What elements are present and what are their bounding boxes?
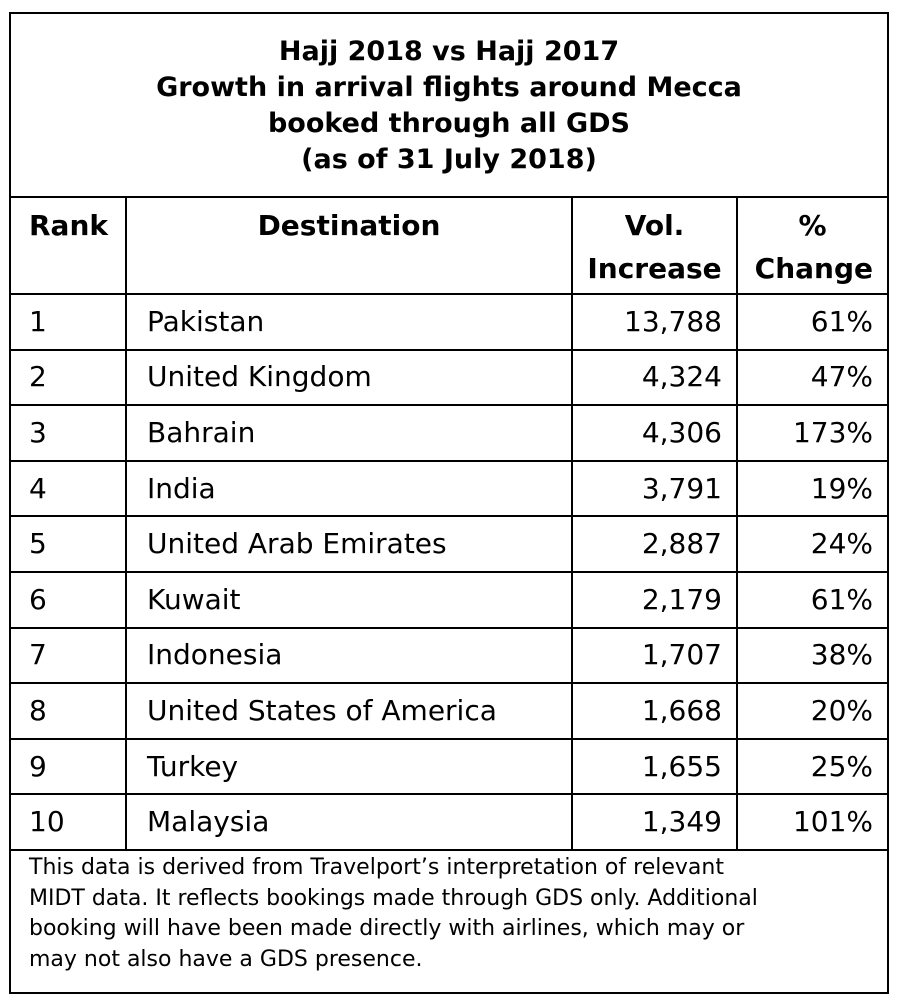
destination-cell: Turkey [125, 737, 573, 796]
destination-cell: Kuwait [125, 570, 573, 629]
footnote: This data is derived from Travelport’s i… [11, 850, 887, 994]
header-pct-change: % Change [736, 198, 887, 295]
vol-increase-cell: 13,788 [571, 293, 738, 351]
rank-cell: 2 [11, 348, 127, 407]
ranking-table: Rank Destination Vol. Increase % Change … [11, 198, 887, 851]
vol-increase-cell: 1,668 [571, 682, 738, 740]
vol-increase-cell: 4,324 [571, 348, 738, 407]
table-row: 8 United States of America 1,668 20% [11, 682, 887, 740]
header-row: Rank Destination Vol. Increase % Change [11, 198, 887, 295]
table-row: 1 Pakistan 13,788 61% [11, 293, 887, 351]
header-pct-line-2: Change [754, 252, 873, 285]
pct-change-cell: 101% [736, 793, 887, 851]
destination-cell: Indonesia [125, 626, 573, 685]
vol-increase-cell: 3,791 [571, 459, 738, 518]
table-row: 3 Bahrain 4,306 173% [11, 404, 887, 462]
title-line-4: (as of 31 July 2018) [301, 144, 597, 175]
table-row: 10 Malaysia 1,349 101% [11, 793, 887, 851]
rank-cell: 5 [11, 515, 127, 573]
table-row: 4 India 3,791 19% [11, 459, 887, 518]
destination-cell: United States of America [125, 682, 573, 740]
header-vol-increase: Vol. Increase [571, 198, 738, 295]
destination-cell: India [125, 459, 573, 518]
header-rank: Rank [11, 198, 127, 295]
header-vol-line-1: Vol. [624, 209, 685, 242]
header-pct-line-1: % [798, 209, 827, 242]
pct-change-cell: 47% [736, 348, 887, 407]
pct-change-cell: 24% [736, 515, 887, 573]
destination-cell: United Arab Emirates [125, 515, 573, 573]
pct-change-cell: 25% [736, 737, 887, 796]
rank-cell: 6 [11, 570, 127, 629]
pct-change-cell: 61% [736, 570, 887, 629]
rank-cell: 9 [11, 737, 127, 796]
vol-increase-cell: 2,887 [571, 515, 738, 573]
vol-increase-cell: 1,349 [571, 793, 738, 851]
destination-cell: Bahrain [125, 404, 573, 462]
header-destination: Destination [125, 198, 573, 295]
pct-change-cell: 61% [736, 293, 887, 351]
footnote-line-3: booking will have been made directly wit… [29, 916, 745, 941]
pct-change-cell: 19% [736, 459, 887, 518]
footnote-line-4: may not also have a GDS presence. [29, 946, 423, 972]
vol-increase-cell: 4,306 [571, 404, 738, 462]
table-row: 7 Indonesia 1,707 38% [11, 626, 887, 685]
rank-cell: 7 [11, 626, 127, 685]
pct-change-cell: 38% [736, 626, 887, 685]
footnote-line-1: This data is derived from Travelport’s i… [29, 855, 724, 880]
table-row: 6 Kuwait 2,179 61% [11, 570, 887, 629]
rank-cell: 4 [11, 459, 127, 518]
header-vol-line-2: Increase [587, 252, 722, 285]
rank-cell: 3 [11, 404, 127, 462]
table-row: 2 United Kingdom 4,324 47% [11, 348, 887, 407]
table-title: Hajj 2018 vs Hajj 2017 Growth in arrival… [11, 14, 887, 198]
table-row: 5 United Arab Emirates 2,887 24% [11, 515, 887, 573]
title-line-1: Hajj 2018 vs Hajj 2017 [278, 36, 620, 67]
table-body: 1 Pakistan 13,788 61% 2 United Kingdom 4,324 47… [11, 293, 887, 851]
pct-change-cell: 20% [736, 682, 887, 740]
vol-increase-cell: 1,707 [571, 626, 738, 685]
pct-change-cell: 173% [736, 404, 887, 462]
title-line-2: Growth in arrival flights around Mecca [156, 72, 742, 103]
title-line-3: booked through all GDS [267, 108, 630, 139]
destination-cell: Pakistan [125, 293, 573, 351]
rank-cell: 8 [11, 682, 127, 740]
rank-cell: 10 [11, 793, 127, 851]
destination-cell: United Kingdom [125, 348, 573, 407]
vol-increase-cell: 1,655 [571, 737, 738, 796]
destination-cell: Malaysia [125, 793, 573, 851]
rank-cell: 1 [11, 293, 127, 351]
data-table-frame: Hajj 2018 vs Hajj 2017 Growth in arrival… [9, 12, 889, 994]
vol-increase-cell: 2,179 [571, 570, 738, 629]
table-row: 9 Turkey 1,655 25% [11, 737, 887, 796]
footnote-line-2: MIDT data. It reflects bookings made thr… [29, 885, 758, 911]
